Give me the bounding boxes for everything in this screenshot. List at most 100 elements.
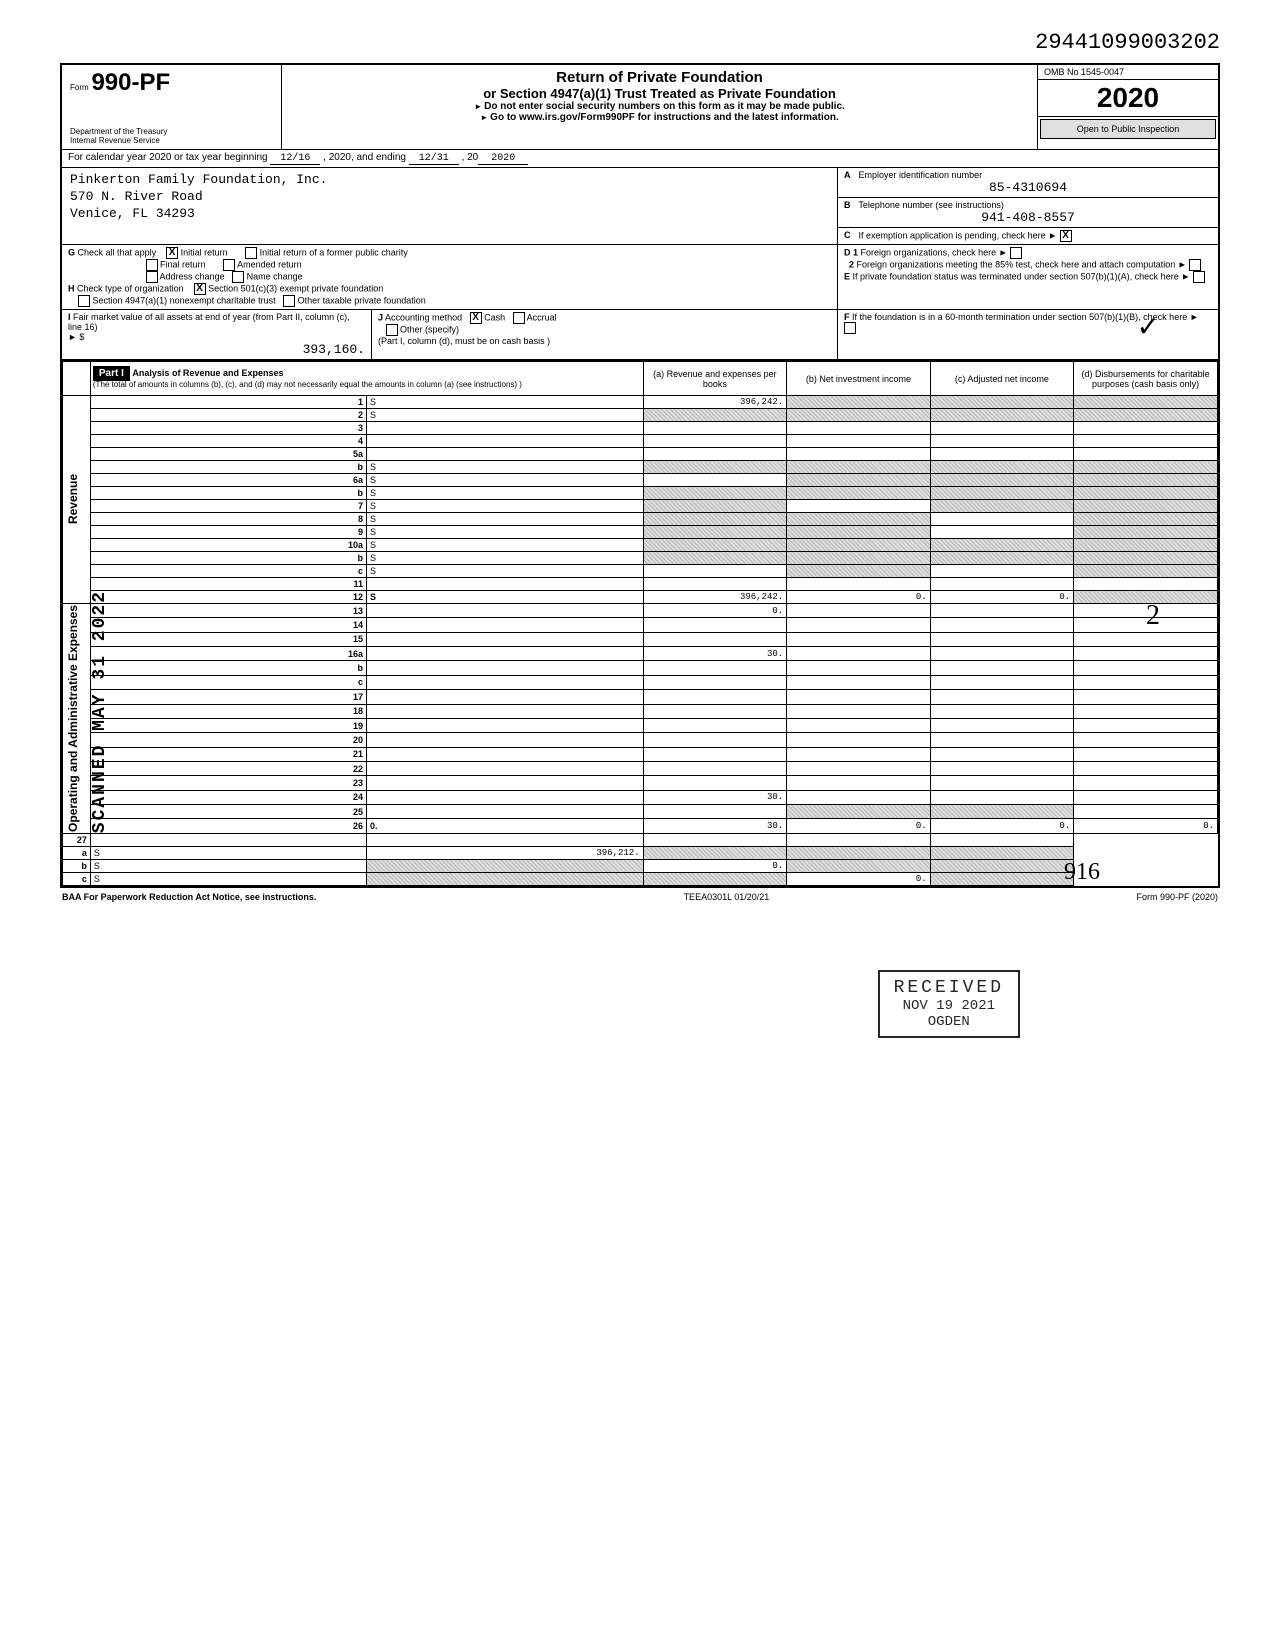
value-cell (930, 513, 1073, 526)
shaded-cell (1074, 461, 1218, 474)
row-num: a (63, 846, 91, 859)
table-row: 22 (63, 761, 1218, 775)
shaded-cell (930, 872, 1073, 885)
begin-date[interactable]: 12/16 (270, 153, 320, 165)
ein-value: 85-4310694 (844, 180, 1212, 195)
exemption-pending-label: If exemption application is pending, che… (859, 230, 1046, 240)
table-row: 16a30. (63, 647, 1218, 661)
shaded-cell (930, 396, 1073, 409)
row-num: 14 (90, 618, 366, 632)
row-num: 3 (90, 422, 366, 435)
row-num: 12 (90, 591, 366, 604)
row-num: c (63, 872, 91, 885)
row-desc (367, 448, 644, 461)
value-cell (1074, 733, 1218, 747)
table-row: 20 (63, 733, 1218, 747)
row-desc (367, 747, 644, 761)
shaded-cell (787, 846, 931, 859)
cb-foreign[interactable] (1010, 247, 1022, 259)
cb-final-return[interactable] (146, 259, 158, 271)
shaded-cell (930, 487, 1073, 500)
cb-other-method[interactable] (386, 324, 398, 336)
cb-other-taxable[interactable] (283, 295, 295, 307)
shaded-cell (643, 487, 787, 500)
row-desc (367, 761, 644, 775)
shaded-cell (1074, 526, 1218, 539)
shaded-cell (787, 859, 931, 872)
value-cell (787, 704, 931, 718)
value-cell (1074, 790, 1218, 804)
row-num: 26 (90, 819, 366, 834)
value-cell (787, 675, 931, 689)
value-cell (1074, 647, 1218, 661)
shaded-cell (787, 565, 931, 578)
value-cell (930, 776, 1073, 790)
value-cell (930, 790, 1073, 804)
table-row: 25 (63, 805, 1218, 819)
value-cell (787, 647, 931, 661)
form-header: Form 990-PF Department of the Treasury I… (62, 65, 1218, 150)
value-cell (1074, 690, 1218, 704)
end-date[interactable]: 12/31 (409, 153, 459, 165)
form-990pf: Form 990-PF Department of the Treasury I… (60, 63, 1220, 888)
note-ssn: Do not enter social security numbers on … (286, 101, 1033, 112)
table-row: bS (63, 461, 1218, 474)
cb-501c3[interactable] (194, 283, 206, 295)
footer-right: Form 990-PF (2020) (1136, 892, 1218, 902)
table-row: 3 (63, 422, 1218, 435)
cb-4947a1[interactable] (78, 295, 90, 307)
row-desc: S (367, 487, 644, 500)
value-cell (643, 565, 787, 578)
table-row: bS0. (63, 859, 1218, 872)
row-num: b (63, 859, 91, 872)
cb-85pct[interactable] (1189, 259, 1201, 271)
shaded-cell (787, 513, 931, 526)
table-row: 11 (63, 578, 1218, 591)
table-row: 27 (63, 833, 1218, 846)
cb-name-change[interactable] (232, 271, 244, 283)
value-cell (787, 618, 931, 632)
shaded-cell (643, 526, 787, 539)
shaded-cell (787, 805, 931, 819)
row-num: 24 (90, 790, 366, 804)
cb-initial-former[interactable] (245, 247, 257, 259)
value-cell (930, 747, 1073, 761)
shaded-cell (643, 500, 787, 513)
value-cell (787, 718, 931, 732)
cb-amended[interactable] (223, 259, 235, 271)
cb-initial-return[interactable] (166, 247, 178, 259)
exemption-pending-checkbox[interactable] (1060, 230, 1072, 242)
cb-address-change[interactable] (146, 271, 158, 283)
row-desc: S (90, 846, 366, 859)
value-cell (930, 578, 1073, 591)
value-cell (787, 747, 931, 761)
value-cell (643, 747, 787, 761)
row-desc (367, 733, 644, 747)
row-num: 9 (90, 526, 366, 539)
row-desc (367, 632, 644, 646)
handwritten-check: ✓ (1137, 310, 1160, 344)
cb-accrual[interactable] (513, 312, 525, 324)
cb-60month[interactable] (844, 322, 856, 334)
shaded-cell (787, 552, 931, 565)
value-cell (1074, 776, 1218, 790)
dept-label: Department of the Treasury Internal Reve… (70, 127, 273, 145)
value-cell (787, 790, 931, 804)
value-cell: 0. (930, 819, 1073, 834)
value-cell (930, 526, 1073, 539)
public-inspection: Open to Public Inspection (1040, 119, 1216, 139)
value-cell (787, 435, 931, 448)
value-cell (930, 733, 1073, 747)
row-num: 19 (90, 718, 366, 732)
shaded-cell (930, 500, 1073, 513)
cb-terminated[interactable] (1193, 271, 1205, 283)
row-num: c (90, 565, 366, 578)
value-cell (643, 578, 787, 591)
end-year[interactable]: 2020 (478, 153, 528, 165)
value-cell: 0. (787, 872, 931, 885)
row-num: 11 (90, 578, 366, 591)
cb-cash[interactable] (470, 312, 482, 324)
table-row: 6aS (63, 474, 1218, 487)
shaded-cell (1074, 552, 1218, 565)
table-row: 2430. (63, 790, 1218, 804)
